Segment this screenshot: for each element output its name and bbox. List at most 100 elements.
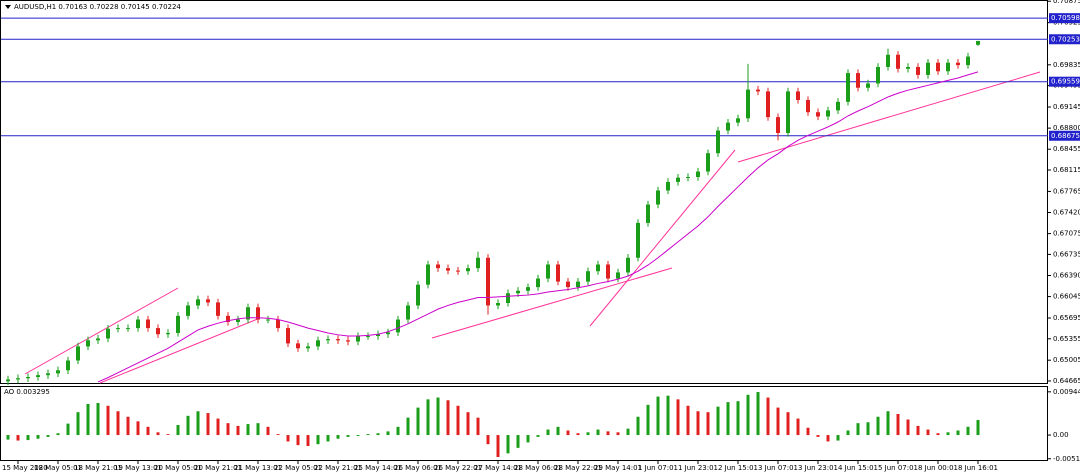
ao-bar [16,435,20,441]
ao-bar [836,435,840,441]
y-tick-label: 0.65695 [1053,314,1080,322]
ao-bar [576,433,580,436]
y-tick-label: 0.66045 [1053,293,1080,301]
ao-bar [456,405,460,436]
ao-bar [586,432,590,436]
ao-bar [846,430,850,436]
ao-bar [736,401,740,436]
ao-bar [946,432,950,436]
candle-body [86,340,90,347]
x-tick-label: 20 May 21:01 [194,464,242,472]
level-label: 0.69559 [1051,78,1080,86]
ao-pane-frame [0,386,1048,461]
candle-body [276,319,280,329]
candle-body [376,334,380,337]
candle-body [776,117,780,134]
candle-body [196,299,200,306]
candle-body [346,340,350,342]
x-tick-label: 5 Jun 07:01 [878,464,918,472]
level-label: 0.70598 [1051,14,1080,22]
ao-bar [386,431,390,436]
ao-bar [826,435,830,442]
ao-bar [36,435,40,439]
candle-body [96,338,100,341]
trendline [431,267,673,339]
level-label-box [1049,13,1080,24]
candle-body [786,91,790,134]
ao-bar [486,435,490,445]
ao-bar [596,429,600,436]
ao-bar [26,435,30,441]
ao-bar [276,434,280,436]
x-tick-label: 21 May 13:01 [234,464,282,472]
candle-body [486,257,490,306]
ao-bar [256,423,260,436]
candle-body [506,293,510,304]
y-tick-label: 0.67075 [1053,230,1080,238]
candle-body [896,54,900,69]
candle-body [736,118,740,123]
ao-bar [366,434,370,436]
x-tick-label: 19 May 13:01 [114,464,162,472]
candle-body [446,268,450,271]
candle-body [456,270,460,272]
x-tick-label: 27 May 14:01 [474,464,522,472]
candle-body [546,264,550,279]
candle-body [46,373,50,376]
candle-body [426,264,430,285]
candle-body [476,257,480,269]
candle-body [106,328,110,339]
ao-bar [806,427,810,436]
level-label-box [1049,76,1080,87]
menu-triangle[interactable] [5,5,11,9]
candle-body [646,204,650,223]
y-tick-label: -0.00518 [1053,455,1080,463]
y-tick-label: 0.66735 [1053,250,1080,258]
ao-bar [546,429,550,436]
candle-body [856,73,860,88]
y-tick-label: 0.64665 [1053,377,1080,385]
ao-bar [96,403,100,436]
ao-bar [466,412,470,436]
ao-bar [646,404,650,436]
ao-bar [146,426,150,436]
ao-bar [156,432,160,436]
candle-body [556,264,560,282]
candle-body [356,336,360,342]
y-tick-label: 0.66390 [1053,271,1080,279]
ao-bar [796,418,800,436]
candle-body [636,222,640,258]
ao-bar [666,395,670,436]
ao-bar [636,416,640,436]
ao-bar [306,435,310,447]
ao-bar [166,434,170,436]
candle-body [606,264,610,279]
ao-bar [916,425,920,436]
candle-body [676,177,680,182]
ao-bar [296,435,300,446]
x-tick-label: 2 Jun 15:01 [718,464,758,472]
ao-bar [866,422,870,436]
ao-bar [86,403,90,436]
x-tick-label: 3 Jun 07:01 [758,464,798,472]
candle-body [536,278,540,288]
candle-body [966,56,970,66]
y-tick-label: 0.69145 [1053,103,1080,111]
candle-body [186,305,190,316]
candle-body [136,319,140,329]
candle-body [726,122,730,131]
candle-body [216,302,220,316]
candle-body [716,130,720,154]
trendline [99,317,261,384]
x-tick-label: 4 Jun 15:01 [838,464,878,472]
candle-body [686,177,690,179]
ao-bar [206,413,210,436]
candle-body [466,268,470,272]
candle-body [846,73,850,102]
chart-title: AUDUSD,H1 0.70163 0.70228 0.70145 0.7022… [14,3,181,11]
x-tick-label: 26 May 22:01 [434,464,482,472]
candle-body [316,340,320,347]
x-tick-label: 8 Jun 16:01 [958,464,998,472]
candle-body [286,328,290,344]
candle-body [206,299,210,303]
